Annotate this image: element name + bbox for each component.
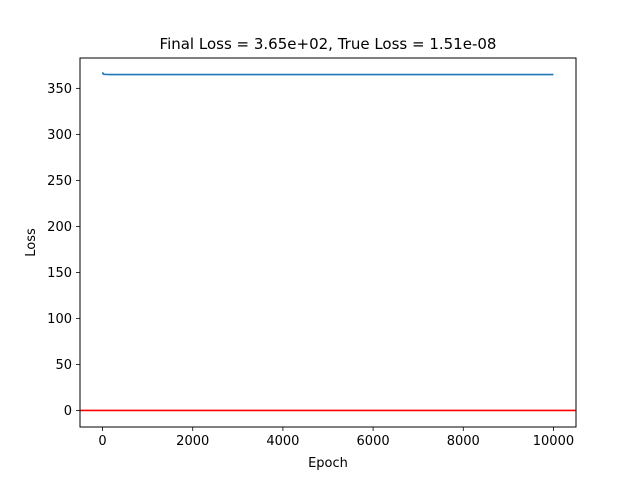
x-tick-label: 8000 [447,434,480,449]
x-tick-label: 6000 [357,434,390,449]
x-axis-ticks: 0 2000 4000 6000 8000 10000 [98,427,574,449]
y-tick-label: 350 [47,82,72,97]
y-tick-label: 150 [47,266,72,281]
x-tick-label: 0 [98,434,106,449]
y-tick-label: 200 [47,220,72,235]
x-axis-label: Epoch [308,456,348,471]
y-tick-label: 250 [47,174,72,189]
y-axis-label: Loss [24,228,39,257]
y-tick-label: 50 [55,358,72,373]
chart-title: Final Loss = 3.65e+02, True Loss = 1.51e… [160,35,497,53]
y-tick-label: 0 [64,404,72,419]
y-axis-ticks: 0 50 100 150 200 250 300 350 [47,82,80,419]
x-tick-label: 4000 [266,434,299,449]
x-tick-label: 2000 [176,434,209,449]
y-tick-label: 100 [47,312,72,327]
axes-frame [79,57,577,428]
y-tick-label: 300 [47,128,72,143]
plot-area [80,72,576,412]
series-line-0 [101,72,554,76]
x-tick-label: 10000 [533,434,574,449]
